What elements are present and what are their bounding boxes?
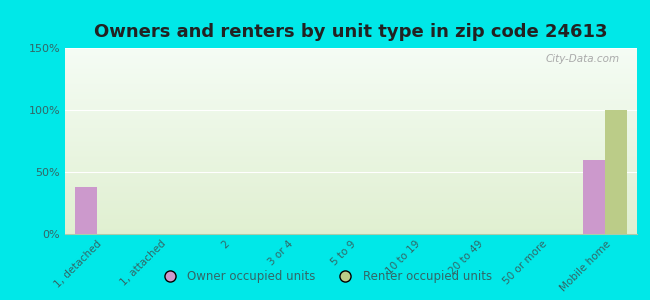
Bar — [583, 160, 605, 234]
Bar — [75, 187, 97, 234]
Bar — [605, 110, 627, 234]
Legend: Owner occupied units, Renter occupied units: Owner occupied units, Renter occupied un… — [153, 266, 497, 288]
Title: Owners and renters by unit type in zip code 24613: Owners and renters by unit type in zip c… — [94, 23, 608, 41]
Text: City-Data.com: City-Data.com — [546, 54, 620, 64]
